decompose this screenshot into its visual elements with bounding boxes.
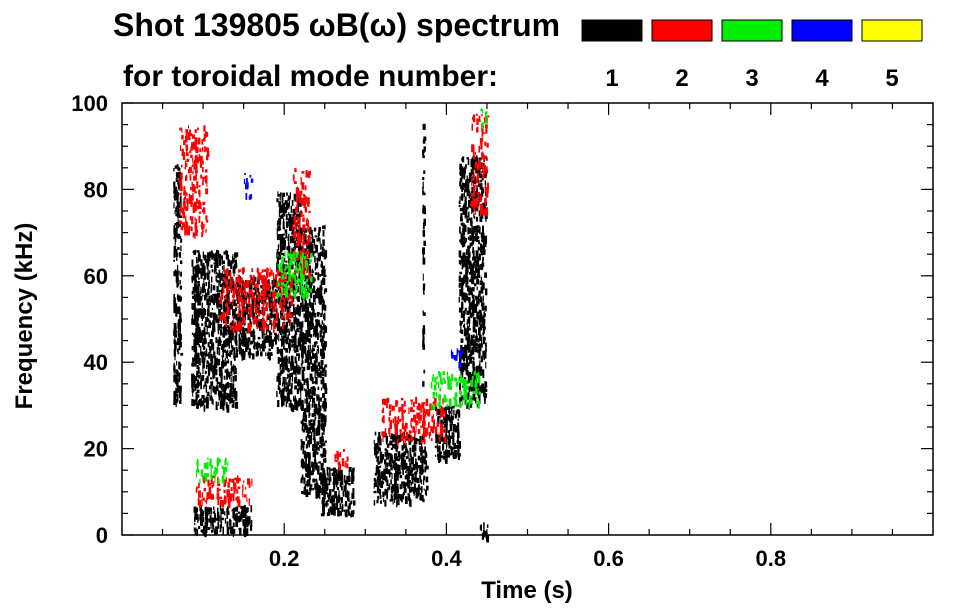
- legend: 1 2 3 4 5: [581, 19, 923, 92]
- legend-label-mode-1: 1: [605, 65, 618, 92]
- y-tick-label: 0: [96, 523, 108, 548]
- spectral-region-mode-1: [373, 431, 429, 508]
- spectral-region-mode-1: [320, 466, 356, 518]
- spectral-region-mode-2: [381, 396, 447, 447]
- legend-swatch-mode-4: [791, 19, 853, 42]
- y-tick-label: 60: [84, 264, 108, 289]
- spectral-region-mode-2: [219, 267, 295, 334]
- x-tick-label: 0.8: [756, 546, 787, 571]
- x-tick-label: 0.4: [431, 546, 462, 571]
- spectral-region-mode-3: [276, 250, 313, 300]
- x-tick-label: 0.2: [269, 546, 300, 571]
- legend-label-mode-5: 5: [885, 65, 898, 92]
- spectral-region-mode-1: [193, 504, 253, 538]
- spectral-region-mode-1: [173, 164, 184, 408]
- y-tick-label: 20: [84, 437, 108, 462]
- spectral-region-mode-1: [479, 522, 490, 543]
- legend-caption: for toroidal mode number:: [123, 60, 498, 93]
- spectral-region-mode-1: [191, 249, 239, 413]
- legend-label-mode-4: 4: [815, 65, 829, 92]
- legend-swatch-mode-1: [581, 19, 643, 42]
- plot-content: [173, 108, 490, 543]
- legend-swatch-mode-3: [721, 19, 783, 42]
- chart-title: Shot 139805 ωB(ω) spectrum: [113, 7, 560, 43]
- legend-label-mode-2: 2: [675, 65, 688, 92]
- x-axis-label: Time (s): [481, 577, 573, 604]
- spectral-region-mode-4: [450, 346, 464, 369]
- y-tick-label: 40: [84, 350, 108, 375]
- spectral-region-mode-2: [195, 475, 253, 509]
- y-tick-label: 100: [71, 91, 108, 116]
- spectral-region-mode-4: [243, 173, 254, 200]
- spectral-region-mode-3: [196, 457, 229, 485]
- x-tick-label: 0.6: [593, 546, 624, 571]
- spectral-region-mode-2: [292, 168, 311, 282]
- axis-ticks: 0.2 0.4 0.6 0.8 0 20 40 60 80 100: [71, 91, 933, 571]
- y-tick-label: 80: [84, 177, 108, 202]
- spectral-region-mode-1: [422, 123, 427, 387]
- y-axis-label: Frequency (kHz): [11, 223, 38, 410]
- spectral-region-mode-2: [178, 125, 210, 239]
- legend-label-mode-3: 3: [745, 65, 758, 92]
- legend-swatch-mode-5: [861, 19, 923, 42]
- legend-swatch-mode-2: [651, 19, 713, 42]
- spectral-region-mode-2: [334, 449, 349, 471]
- spectral-region-mode-3: [430, 371, 482, 411]
- spectral-region-mode-3: [480, 108, 488, 129]
